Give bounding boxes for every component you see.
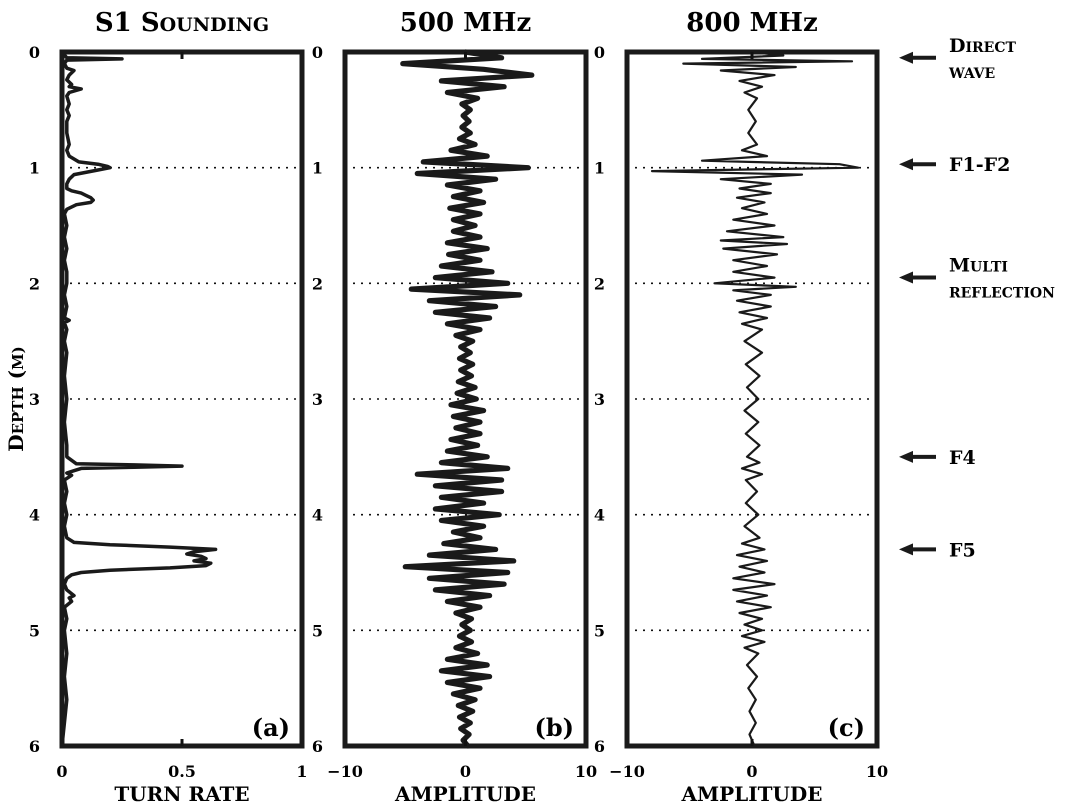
x-tick-label: 0	[460, 762, 471, 781]
y-tick-label: 4	[29, 506, 40, 525]
annotation-arrow	[899, 158, 936, 171]
annotation-label: F4	[949, 447, 976, 469]
series-line	[650, 50, 860, 748]
y-tick-label: 2	[29, 274, 40, 293]
y-tick-label: 6	[29, 737, 40, 756]
y-tick-label: 5	[594, 621, 605, 640]
arrow-head	[899, 450, 913, 463]
panel-b-500mhz: 0 1 2 3 4 5 6−10 0 10 500 MHz AMPLITUDE (b)	[312, 8, 597, 806]
annotation-label: MULTI	[949, 255, 1008, 277]
y-tick-label: 4	[312, 506, 323, 525]
annotation-arrow	[899, 271, 936, 284]
x-tick-label: 0	[746, 762, 757, 781]
panel-c-800mhz: 0 1 2 3 4 5 6−10 0 10 800 MHz AMPLITUDE (c)	[594, 8, 888, 806]
series-line	[60, 50, 218, 748]
x-axis-label: AMPLITUDE	[680, 782, 822, 806]
annotation-arrow	[899, 450, 936, 463]
y-tick-label: 3	[594, 390, 605, 409]
y-tick-label: 0	[312, 43, 323, 62]
annotation-label: WAVE	[948, 66, 995, 82]
x-tick-label: 1	[296, 762, 307, 781]
panel-title: 500 MHz	[400, 8, 531, 38]
y-tick-label: 1	[29, 159, 40, 178]
x-tick-label: 0	[56, 762, 67, 781]
y-tick-label: 3	[29, 390, 40, 409]
x-axis-label: TURN RATE	[114, 782, 249, 806]
y-tick-label: 2	[312, 274, 323, 293]
y-tick-label: 5	[29, 621, 40, 640]
panel-label: (b)	[535, 713, 575, 742]
x-tick-label: 10	[866, 762, 888, 781]
arrow-head	[899, 51, 913, 64]
x-tick-label: −10	[327, 762, 363, 781]
series-line	[400, 49, 535, 749]
y-tick-label: 0	[594, 43, 605, 62]
annotations: DIRECT WAVE F1-F2 MULTI REFLECTION F4 F5	[899, 35, 1055, 561]
y-tick-label: 1	[594, 159, 605, 178]
y-tick-label: 6	[594, 737, 605, 756]
x-axis-label: AMPLITUDE	[394, 782, 536, 806]
y-tick-label: 6	[312, 737, 323, 756]
y-tick-label: 3	[312, 390, 323, 409]
annotation-label: F1-F2	[949, 154, 1010, 176]
annotation-arrow	[899, 51, 936, 64]
y-tick-label: 0	[29, 43, 40, 62]
y-tick-label: 5	[312, 621, 323, 640]
panel-title: 800 MHz	[686, 8, 817, 38]
arrow-head	[899, 158, 913, 171]
panel-title: S1 SOUNDING	[95, 8, 269, 38]
y-tick-label: 4	[594, 506, 605, 525]
x-tick-label: −10	[609, 762, 645, 781]
arrow-head	[899, 543, 913, 556]
y-tick-label: 1	[312, 159, 323, 178]
x-tick-label: 10	[575, 762, 597, 781]
annotation-label: DIRECT	[949, 35, 1016, 57]
annotation-label: F5	[949, 539, 976, 561]
annotation-arrow	[899, 543, 936, 556]
y-tick-label: 2	[594, 274, 605, 293]
y-axis-label: DEPTH (M)	[4, 346, 28, 452]
panel-label: (c)	[828, 713, 865, 742]
annotation-label: REFLECTION	[949, 286, 1055, 302]
arrow-head	[899, 271, 913, 284]
x-tick-label: 0.5	[168, 762, 196, 781]
panel-label: (a)	[252, 713, 290, 742]
